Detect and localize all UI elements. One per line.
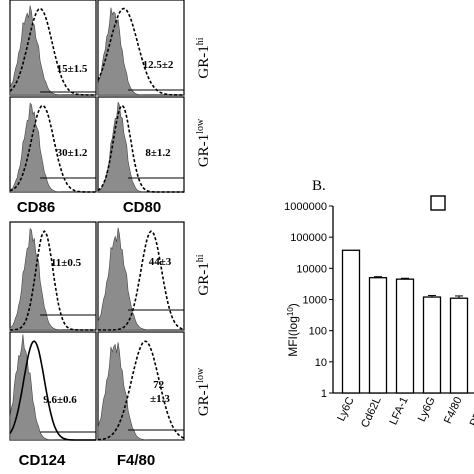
bar-f480 bbox=[449, 297, 469, 394]
y-tick-label: 1 bbox=[321, 388, 327, 400]
legend-swatch bbox=[430, 195, 446, 211]
value-cd124-gr1-hi: 11±0.5 bbox=[51, 257, 82, 269]
control-histogram bbox=[97, 342, 184, 441]
histogram-cd86-gr1-low bbox=[9, 96, 97, 193]
value-f480-gr1-low: 72 ±1.3 bbox=[150, 379, 170, 405]
control-histogram bbox=[97, 227, 184, 331]
row-label-gr1-hi-top: GR-1hi bbox=[195, 37, 212, 78]
histogram-cd80-gr1-low bbox=[97, 96, 185, 193]
value-f480-gr1-hi: 44±3 bbox=[149, 256, 172, 268]
stained-histogram bbox=[97, 104, 184, 193]
panel-b: B. MFI(log10) 1 10 100 1000 10000 100000 10000… bbox=[284, 178, 474, 430]
stained-histogram bbox=[9, 104, 96, 193]
bar-lfa1 bbox=[395, 278, 415, 394]
control-histogram bbox=[97, 101, 184, 193]
histogram-f480-gr1-hi bbox=[97, 221, 185, 331]
y-tick-label: 1000000 bbox=[284, 201, 327, 213]
column-label-f480: F4/80 bbox=[117, 452, 155, 469]
flow-histograms bbox=[9, 0, 185, 441]
value-cd86-gr1-hi: 15±1.5 bbox=[57, 63, 88, 75]
control-histogram bbox=[9, 5, 96, 96]
column-label-cd124: CD124 bbox=[19, 452, 66, 469]
y-tick-label: 100000 bbox=[290, 232, 327, 244]
row-label-gr1-hi-bottom: GR-1hi bbox=[195, 254, 212, 295]
x-tick-label: LFA-1 bbox=[387, 395, 410, 427]
stained-histogram bbox=[97, 340, 185, 441]
column-label-cd86: CD86 bbox=[17, 199, 55, 216]
column-label-cd80: CD80 bbox=[123, 199, 161, 216]
row-label-gr1-low-bottom: GR-1low bbox=[195, 367, 212, 416]
stained-histogram bbox=[98, 230, 185, 331]
histogram-f480-gr1-low bbox=[97, 331, 185, 441]
x-tick-label: Ly6C bbox=[335, 395, 357, 423]
value-cd124-gr1-low: 9.6±0.6 bbox=[43, 394, 77, 406]
row-label-gr1-low-top: GR-1low bbox=[195, 118, 212, 167]
stained-histogram bbox=[97, 7, 184, 96]
y-tick-label: 100 bbox=[309, 326, 327, 338]
bar-cd62l bbox=[368, 277, 388, 394]
stained-histogram bbox=[9, 7, 96, 96]
stained-histogram bbox=[9, 230, 96, 331]
y-tick-label: 10000 bbox=[296, 263, 327, 275]
panel-b-label: B. bbox=[312, 178, 326, 194]
chart-ylabel: MFI(log10) bbox=[286, 303, 300, 357]
bar-ly6g bbox=[422, 296, 442, 394]
panel-a: 15±1.5 12.5±2 30±1.2 8±1.2 CD86 CD80 GR-… bbox=[9, 0, 212, 469]
value-cd86-gr1-low: 30±1.2 bbox=[57, 147, 88, 159]
x-tick-label: PDL-1 bbox=[468, 395, 474, 428]
value-cd80-gr1-low: 8±1.2 bbox=[145, 147, 171, 159]
bar-chart: 1 10 100 1000 10000 100000 1000000 Ly6C Cd62L LFA… bbox=[284, 201, 474, 430]
x-tick-label: F4/80 bbox=[442, 395, 465, 426]
bar-ly6c bbox=[341, 249, 361, 394]
histogram-cd124-gr1-hi bbox=[9, 221, 97, 331]
stained-histogram bbox=[9, 340, 96, 441]
x-tick-label: Ly6G bbox=[416, 395, 438, 424]
histogram-cd80-gr1-hi bbox=[97, 0, 185, 96]
y-tick-label: 1000 bbox=[303, 295, 327, 307]
histogram-cd86-gr1-hi bbox=[9, 0, 97, 96]
x-tick-label: Cd62L bbox=[359, 395, 384, 429]
histogram-cd124-gr1-low bbox=[9, 331, 97, 441]
y-tick-label: 10 bbox=[315, 357, 327, 369]
value-cd80-gr1-hi: 12.5±2 bbox=[143, 59, 174, 71]
control-histogram bbox=[97, 7, 184, 96]
